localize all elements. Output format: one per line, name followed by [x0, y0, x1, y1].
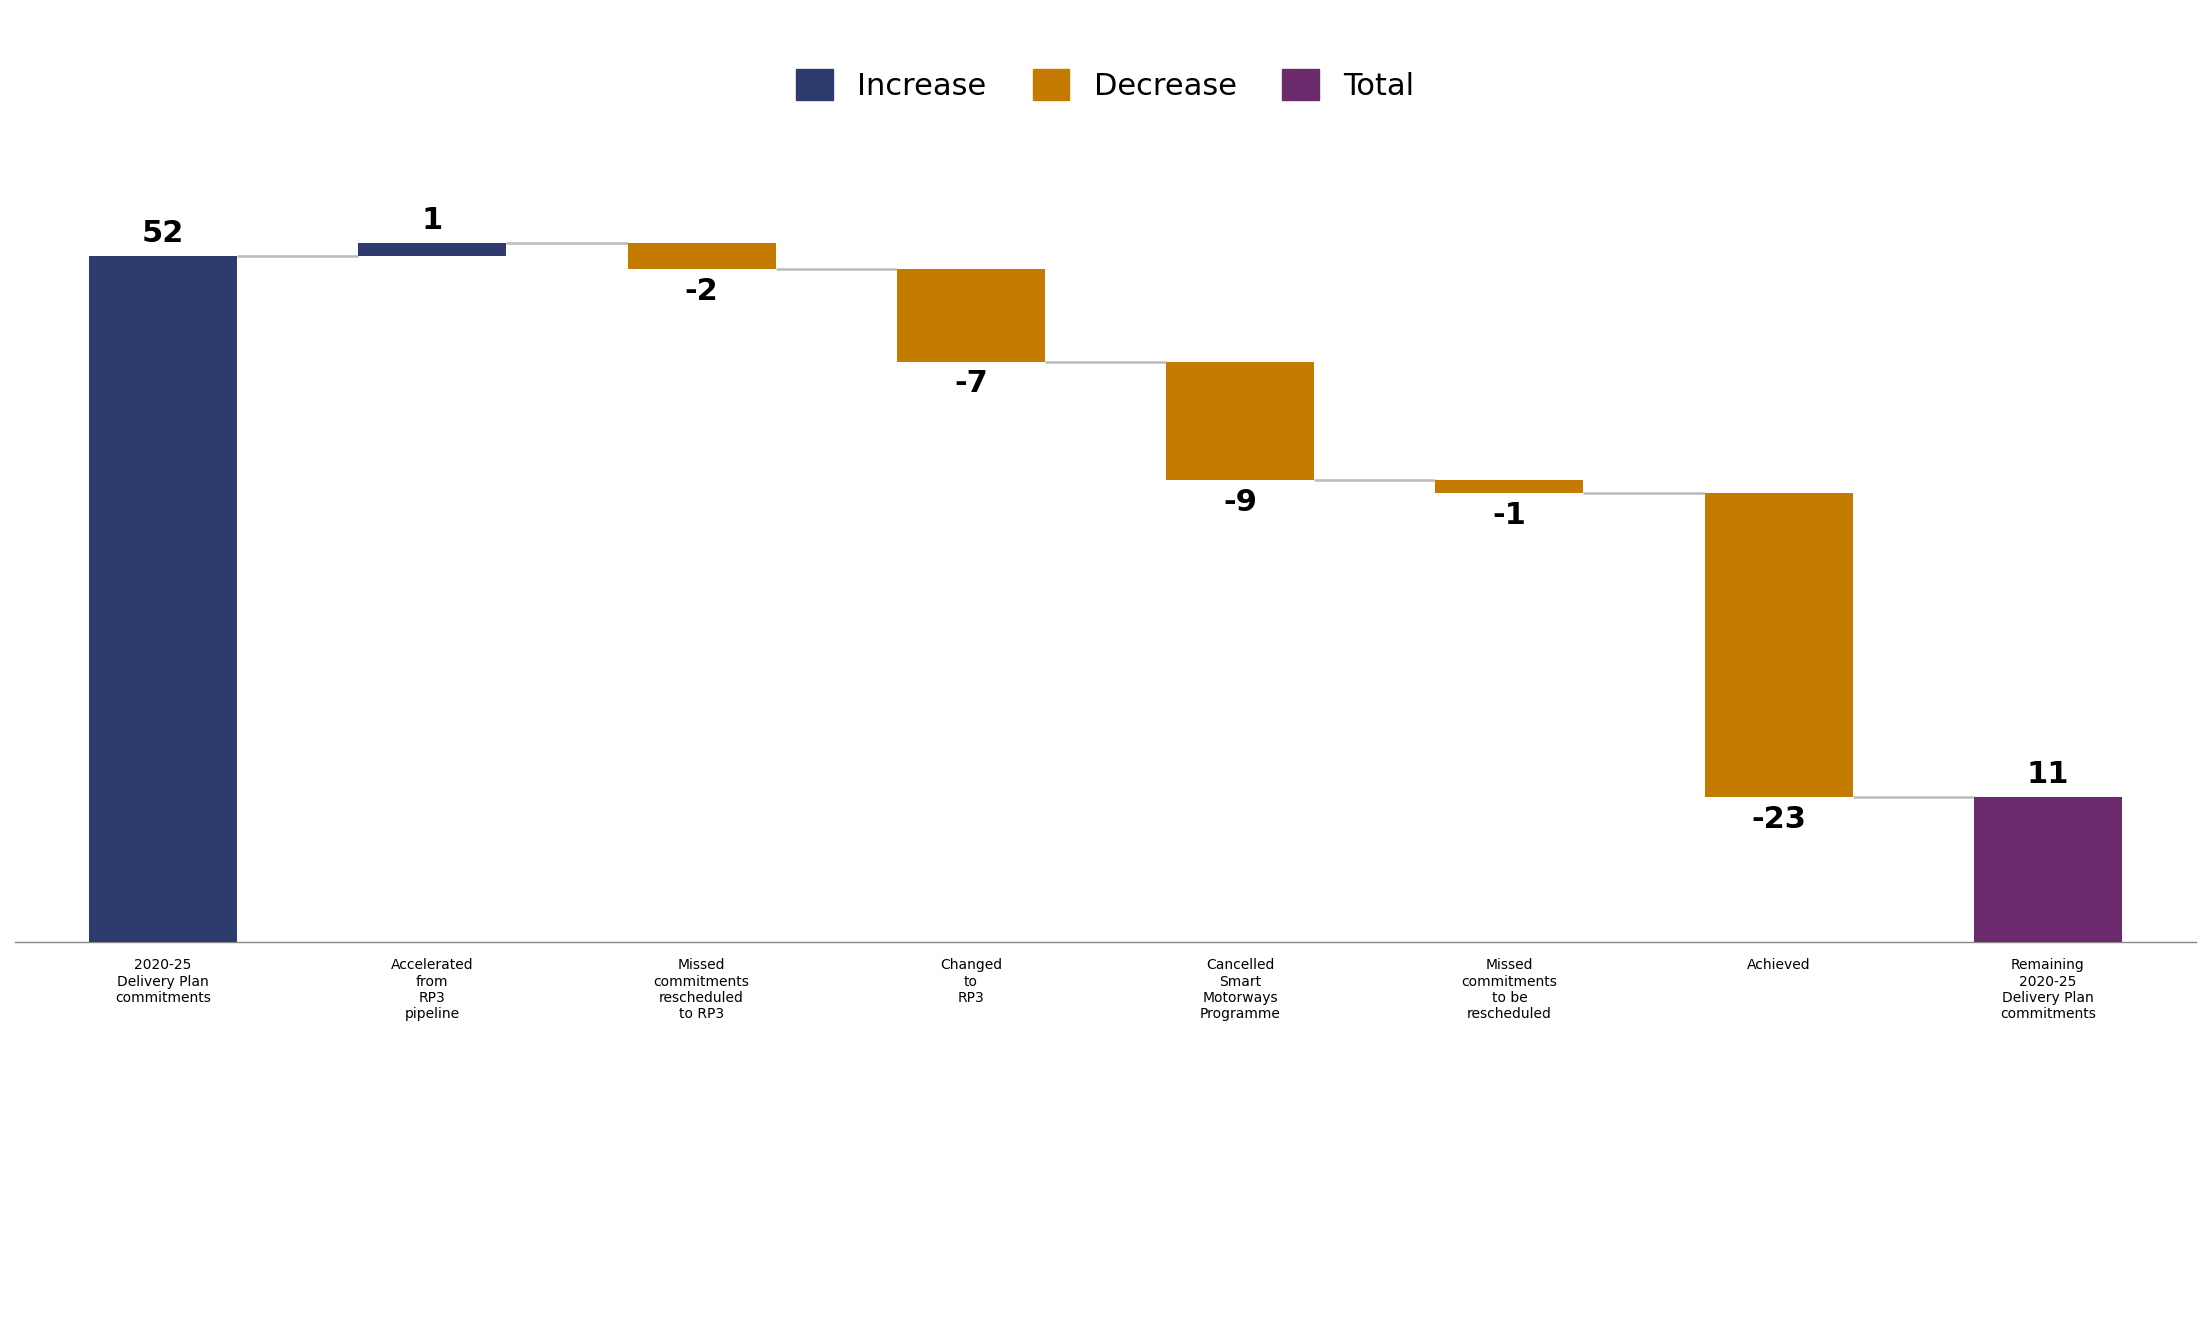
Bar	[88, 256, 237, 941]
Bar	[1165, 362, 1313, 480]
Text: -2: -2	[685, 277, 719, 306]
Bar	[1974, 797, 2123, 941]
Bar	[1705, 493, 1853, 797]
Text: 11: 11	[2027, 760, 2069, 789]
Text: -7: -7	[953, 370, 988, 399]
Bar	[1435, 480, 1583, 493]
Text: -23: -23	[1751, 805, 1806, 834]
Text: 52: 52	[142, 219, 184, 248]
Text: -1: -1	[1492, 501, 1526, 530]
Legend: Increase, Decrease, Total: Increase, Decrease, Total	[785, 57, 1426, 113]
Bar	[898, 269, 1046, 362]
Bar	[628, 243, 776, 269]
Text: 1: 1	[422, 206, 442, 235]
Bar	[358, 243, 506, 256]
Text: -9: -9	[1223, 488, 1258, 517]
